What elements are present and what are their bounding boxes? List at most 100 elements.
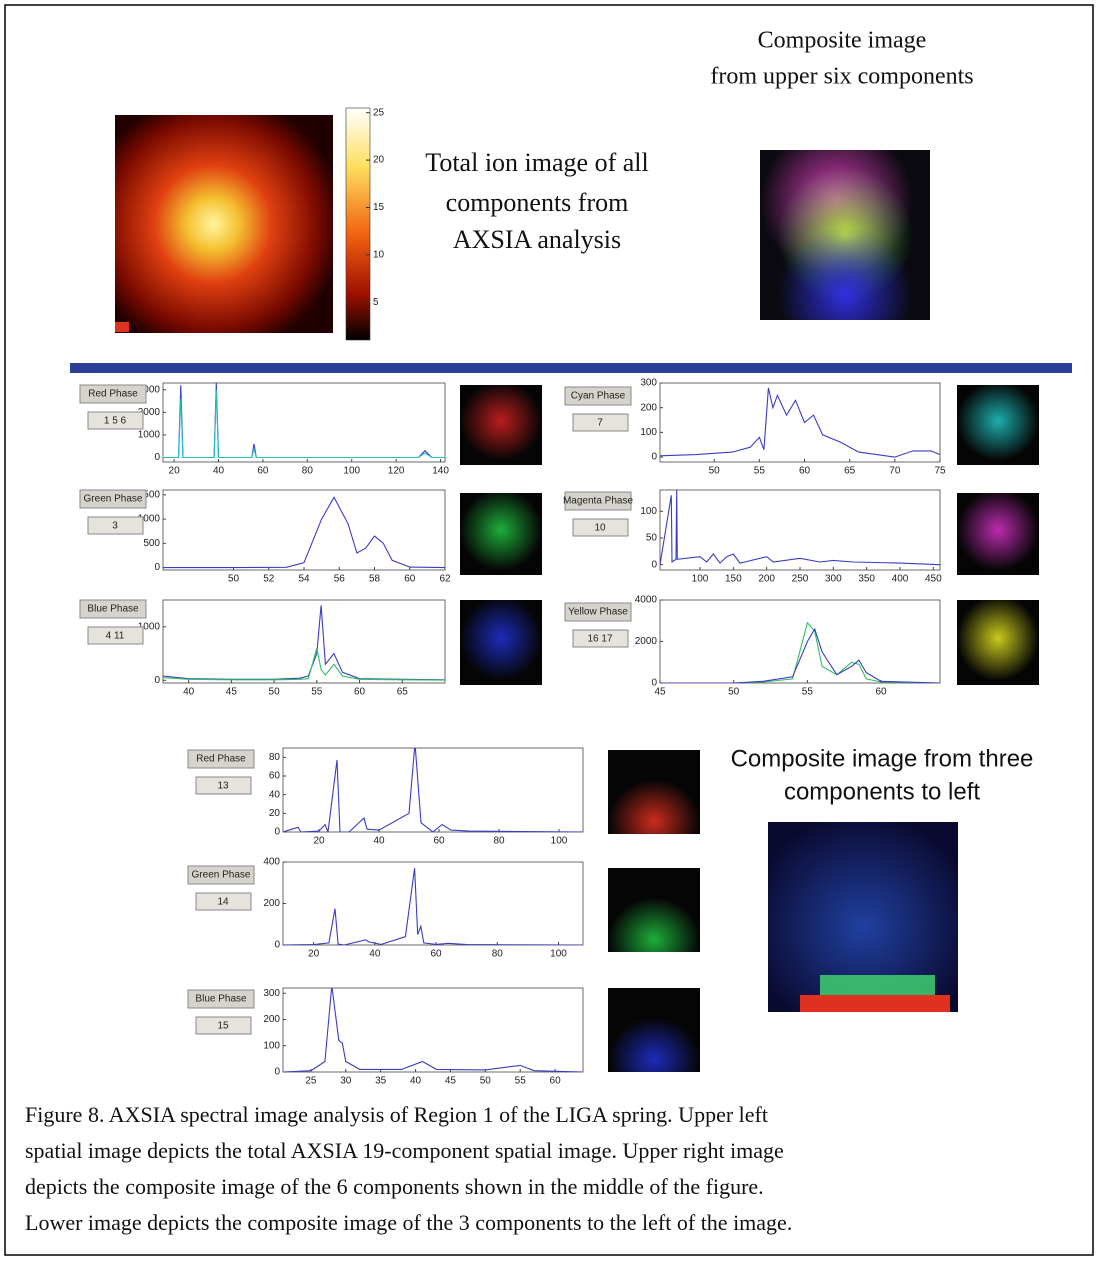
component-box bbox=[195, 892, 252, 911]
x-tick-label: 60 bbox=[550, 1076, 562, 1087]
spectrum-panel: 20 40 60 80 100 0 200 400 Green Phase 14 bbox=[187, 857, 700, 960]
x-tick-label: 20 bbox=[169, 466, 181, 477]
component-box bbox=[572, 629, 629, 648]
component-numbers: 14 bbox=[217, 897, 229, 908]
composite3-text: Composite image from three components to… bbox=[731, 745, 1034, 805]
y-tick-label: 300 bbox=[640, 378, 657, 389]
image-layer bbox=[820, 975, 935, 995]
spectrum-line bbox=[283, 748, 583, 832]
x-tick-label: 100 bbox=[343, 466, 360, 477]
x-tick-label: 100 bbox=[692, 574, 709, 585]
component-numbers: 15 bbox=[217, 1021, 229, 1032]
component-numbers: 7 bbox=[597, 418, 603, 429]
image-layer bbox=[800, 995, 950, 1012]
y-tick-label: 1000 bbox=[138, 514, 161, 525]
colorbar-tick-label: 5 bbox=[373, 297, 379, 308]
y-tick-label: 200 bbox=[640, 402, 657, 413]
phase-button bbox=[187, 989, 255, 1009]
text-line: Total ion image of all bbox=[425, 148, 648, 177]
x-tick-label: 250 bbox=[792, 574, 809, 585]
x-tick-label: 60 bbox=[433, 836, 445, 847]
spectrum-panel: 25 30 35 40 45 50 55 60 0 100 200 300 Blue Phase 15 bbox=[187, 987, 700, 1087]
x-tick-label: 400 bbox=[892, 574, 909, 585]
x-tick-label: 62 bbox=[439, 574, 451, 585]
phase-button bbox=[564, 602, 632, 622]
component-image bbox=[957, 385, 1039, 465]
phase-button bbox=[564, 491, 632, 511]
phase-label: Yellow Phase bbox=[568, 607, 628, 618]
component-numbers: 16 17 bbox=[587, 634, 612, 645]
colorbar-tick-label: 25 bbox=[373, 107, 385, 118]
spectrum-line bbox=[283, 988, 583, 1072]
phase-label: Green Phase bbox=[192, 870, 251, 881]
y-tick-label: 100 bbox=[640, 506, 657, 517]
x-tick-label: 60 bbox=[430, 949, 442, 960]
component-image bbox=[608, 868, 700, 952]
y-tick-label: 2000 bbox=[138, 407, 161, 418]
phase-button bbox=[79, 384, 147, 404]
component-image bbox=[608, 988, 700, 1072]
x-tick-label: 45 bbox=[654, 687, 666, 698]
caption-line: spatial image depicts the total AXSIA 19… bbox=[25, 1138, 784, 1163]
component-box bbox=[572, 518, 629, 537]
x-tick-label: 60 bbox=[404, 574, 416, 585]
plot-area bbox=[282, 987, 584, 1073]
spectrum-line bbox=[660, 627, 940, 683]
x-tick-label: 55 bbox=[311, 687, 323, 698]
spectrum-line bbox=[660, 490, 940, 566]
x-tick-label: 45 bbox=[445, 1076, 457, 1087]
y-tick-label: 0 bbox=[651, 559, 657, 570]
x-tick-label: 50 bbox=[269, 687, 281, 698]
composite-image bbox=[760, 150, 930, 320]
y-tick-label: 1000 bbox=[138, 621, 161, 632]
colorbar-tick-label: 15 bbox=[373, 202, 385, 213]
x-tick-label: 55 bbox=[754, 466, 766, 477]
plot-area bbox=[162, 599, 446, 684]
text-line: AXSIA analysis bbox=[453, 225, 621, 254]
caption-line: depicts the composite image of the 6 com… bbox=[25, 1174, 764, 1199]
plot-area bbox=[659, 599, 941, 684]
y-tick-label: 0 bbox=[154, 452, 160, 463]
x-tick-label: 50 bbox=[709, 466, 721, 477]
x-tick-label: 350 bbox=[858, 574, 875, 585]
phase-label: Magenta Phase bbox=[563, 496, 633, 507]
caption: Figure 8. AXSIA spectral image analysis … bbox=[25, 1102, 792, 1235]
component-numbers: 4 11 bbox=[106, 631, 125, 642]
y-tick-label: 4000 bbox=[635, 595, 658, 606]
x-tick-label: 60 bbox=[257, 466, 269, 477]
phase-button bbox=[187, 865, 255, 885]
phase-label: Red Phase bbox=[88, 389, 138, 400]
y-tick-label: 3000 bbox=[138, 384, 161, 395]
x-tick-label: 150 bbox=[725, 574, 742, 585]
x-tick-label: 120 bbox=[388, 466, 405, 477]
y-tick-label: 0 bbox=[651, 452, 657, 463]
y-tick-label: 200 bbox=[263, 1014, 280, 1025]
component-box bbox=[87, 411, 144, 430]
y-tick-label: 0 bbox=[274, 1067, 280, 1078]
x-tick-label: 60 bbox=[354, 687, 366, 698]
x-tick-label: 30 bbox=[340, 1076, 352, 1087]
x-tick-label: 54 bbox=[298, 574, 310, 585]
spectrum-panel: 20 40 60 80 100 0 20 40 60 80 Red Phase 13 bbox=[187, 747, 700, 847]
spectrum-line bbox=[163, 496, 445, 569]
x-tick-label: 100 bbox=[550, 949, 567, 960]
figure-border bbox=[4, 4, 1094, 1256]
text-line: components to left bbox=[784, 778, 980, 805]
component-box bbox=[572, 413, 629, 432]
component-image bbox=[460, 385, 542, 465]
x-tick-label: 56 bbox=[334, 574, 346, 585]
y-tick-label: 0 bbox=[274, 827, 280, 838]
colorbar-ticks: 5 10 15 20 25 bbox=[366, 107, 385, 308]
x-tick-label: 55 bbox=[515, 1076, 527, 1087]
x-tick-label: 200 bbox=[758, 574, 775, 585]
caption-line: Lower image depicts the composite image … bbox=[25, 1210, 792, 1235]
spectrum-line bbox=[163, 648, 445, 681]
divider-bar bbox=[70, 363, 1072, 373]
y-tick-label: 0 bbox=[274, 940, 280, 951]
image-layer bbox=[760, 150, 930, 320]
x-tick-label: 50 bbox=[728, 687, 740, 698]
component-numbers: 3 bbox=[112, 521, 118, 532]
phase-button bbox=[79, 599, 147, 619]
